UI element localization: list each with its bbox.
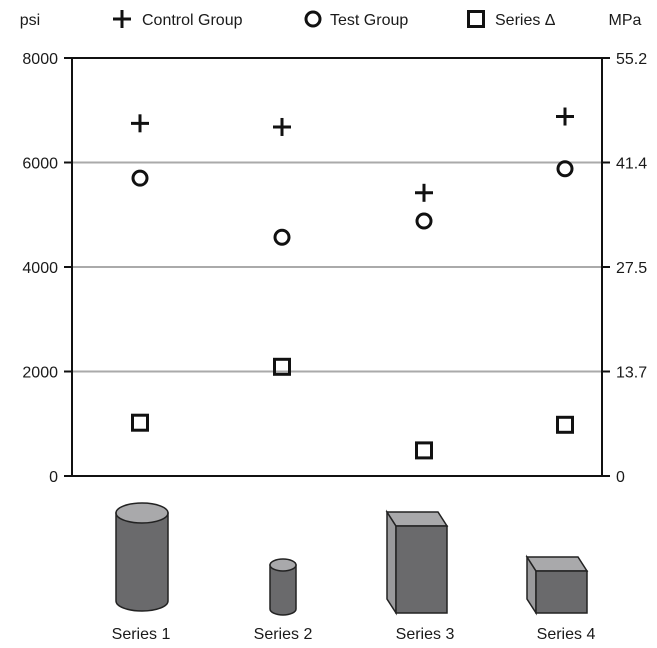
right-tick-label: 0 [616,469,625,486]
left-tick-label: 6000 [22,156,58,173]
legend-label: Test Group [330,12,408,29]
marker-square-1 [131,413,149,432]
marker-square-2 [273,357,291,376]
left-tick-label: 8000 [22,51,58,68]
marker-plus-1 [131,114,149,133]
marker-square-4 [556,415,574,434]
shape-box-short [525,554,589,616]
gridlines [72,161,602,373]
left-tick-label: 4000 [22,260,58,277]
marker-square-3 [415,441,433,460]
legend-marker-plus [113,10,131,28]
shape-box-tall [385,509,449,616]
legend-marker-square [467,10,485,28]
marker-circle-2 [273,228,291,246]
data-markers [131,107,574,460]
marker-circle-1 [131,169,149,187]
right-axis-label: MPa [609,12,642,29]
category-label: Series 3 [396,626,455,643]
category-label: Series 2 [254,626,313,643]
right-tick-label: 13.7 [616,365,647,382]
left-tick-label: 2000 [22,365,58,382]
left-axis-ticks: 0 2000 4000 6000 8000 [22,51,72,486]
right-tick-label: 27.5 [616,260,647,277]
shape-cylinder-small [269,558,297,616]
category-labels: Series 1 Series 2 Series 3 Series 4 [112,626,596,643]
category-label: Series 1 [112,626,171,643]
marker-plus-4 [556,107,574,126]
marker-plus-2 [273,117,291,136]
right-tick-label: 41.4 [616,156,647,173]
shape-cylinder-large [115,502,169,612]
legend-label: Control Group [142,12,243,29]
marker-circle-4 [556,160,574,178]
legend-label: Series Δ [495,12,556,29]
specimen-shapes [115,502,589,616]
right-tick-label: 55.2 [616,51,647,68]
right-axis-ticks: 0 13.7 27.5 41.4 55.2 [602,51,647,486]
marker-plus-3 [415,183,433,202]
left-axis-label: psi [20,12,40,29]
left-tick-label: 0 [49,469,58,486]
legend: Control Group Test Group Series Δ [113,10,556,29]
category-label: Series 4 [537,626,596,643]
legend-marker-circle [304,10,322,28]
marker-circle-3 [415,212,433,230]
